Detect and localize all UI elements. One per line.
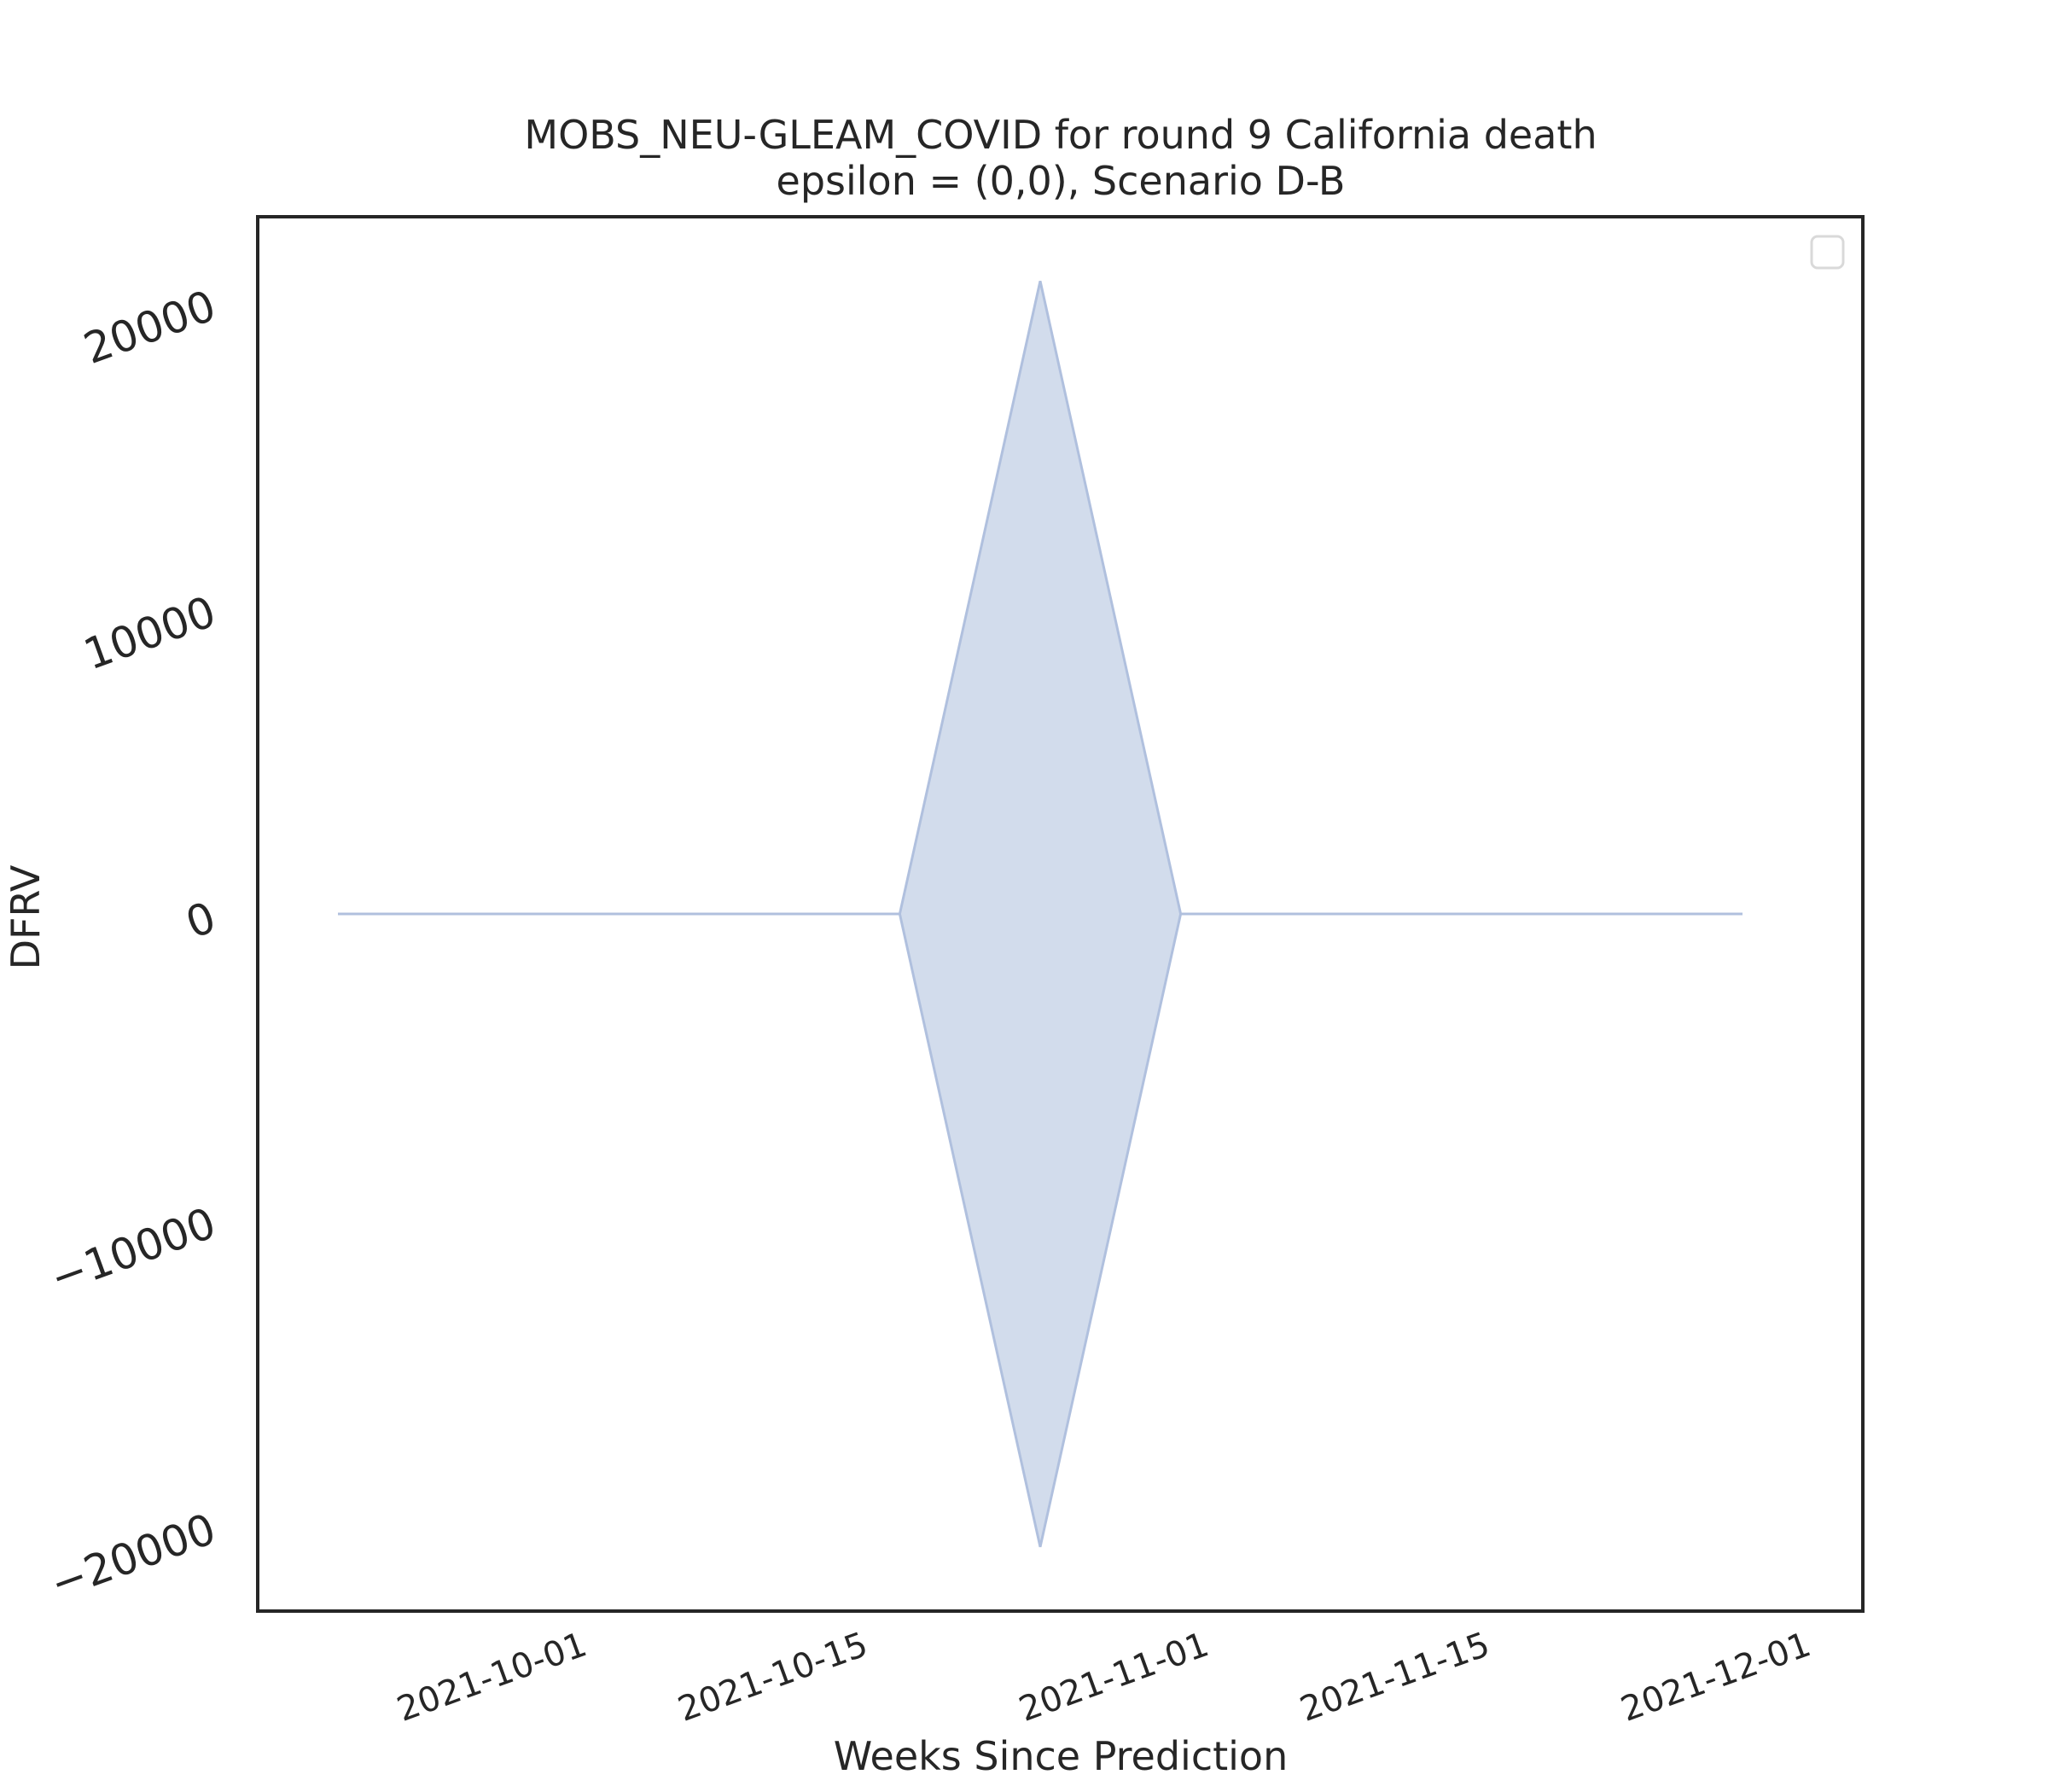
x-tick-label: 2021-11-15 [1295,1625,1495,1730]
plot-marks [338,280,1743,1548]
y-tick-label: 0 [179,893,222,948]
series-lower-line-0 [338,912,1743,1548]
x-tick-label: 2021-11-01 [1014,1625,1213,1730]
x-tick-label: 2021-12-01 [1616,1625,1816,1730]
x-axis: 2021-10-01 2021-10-15 2021-11-01 2021-11-15… [392,1625,1815,1730]
legend-box [1810,235,1845,270]
y-tick-label: 20000 [78,281,222,374]
plot-frame [256,215,1865,1613]
series-band-0 [338,281,1743,1547]
x-tick-label: 2021-10-01 [392,1625,591,1730]
y-tick-label: −10000 [44,1198,222,1303]
y-tick-label: −20000 [44,1504,222,1609]
y-axis: −20000 −10000 0 10000 20000 [44,281,222,1609]
chart-title: MOBS_NEU-GLEAM_COVID for round 9 Califor… [524,112,1597,158]
y-axis-label: DFRV [3,864,49,969]
x-axis-label: Weeks Since Prediction [834,1733,1288,1779]
x-tick-label: 2021-10-15 [673,1625,873,1730]
y-tick-label: 10000 [78,586,222,679]
chart-subtitle: epsilon = (0,0), Scenario D-B [777,158,1346,204]
